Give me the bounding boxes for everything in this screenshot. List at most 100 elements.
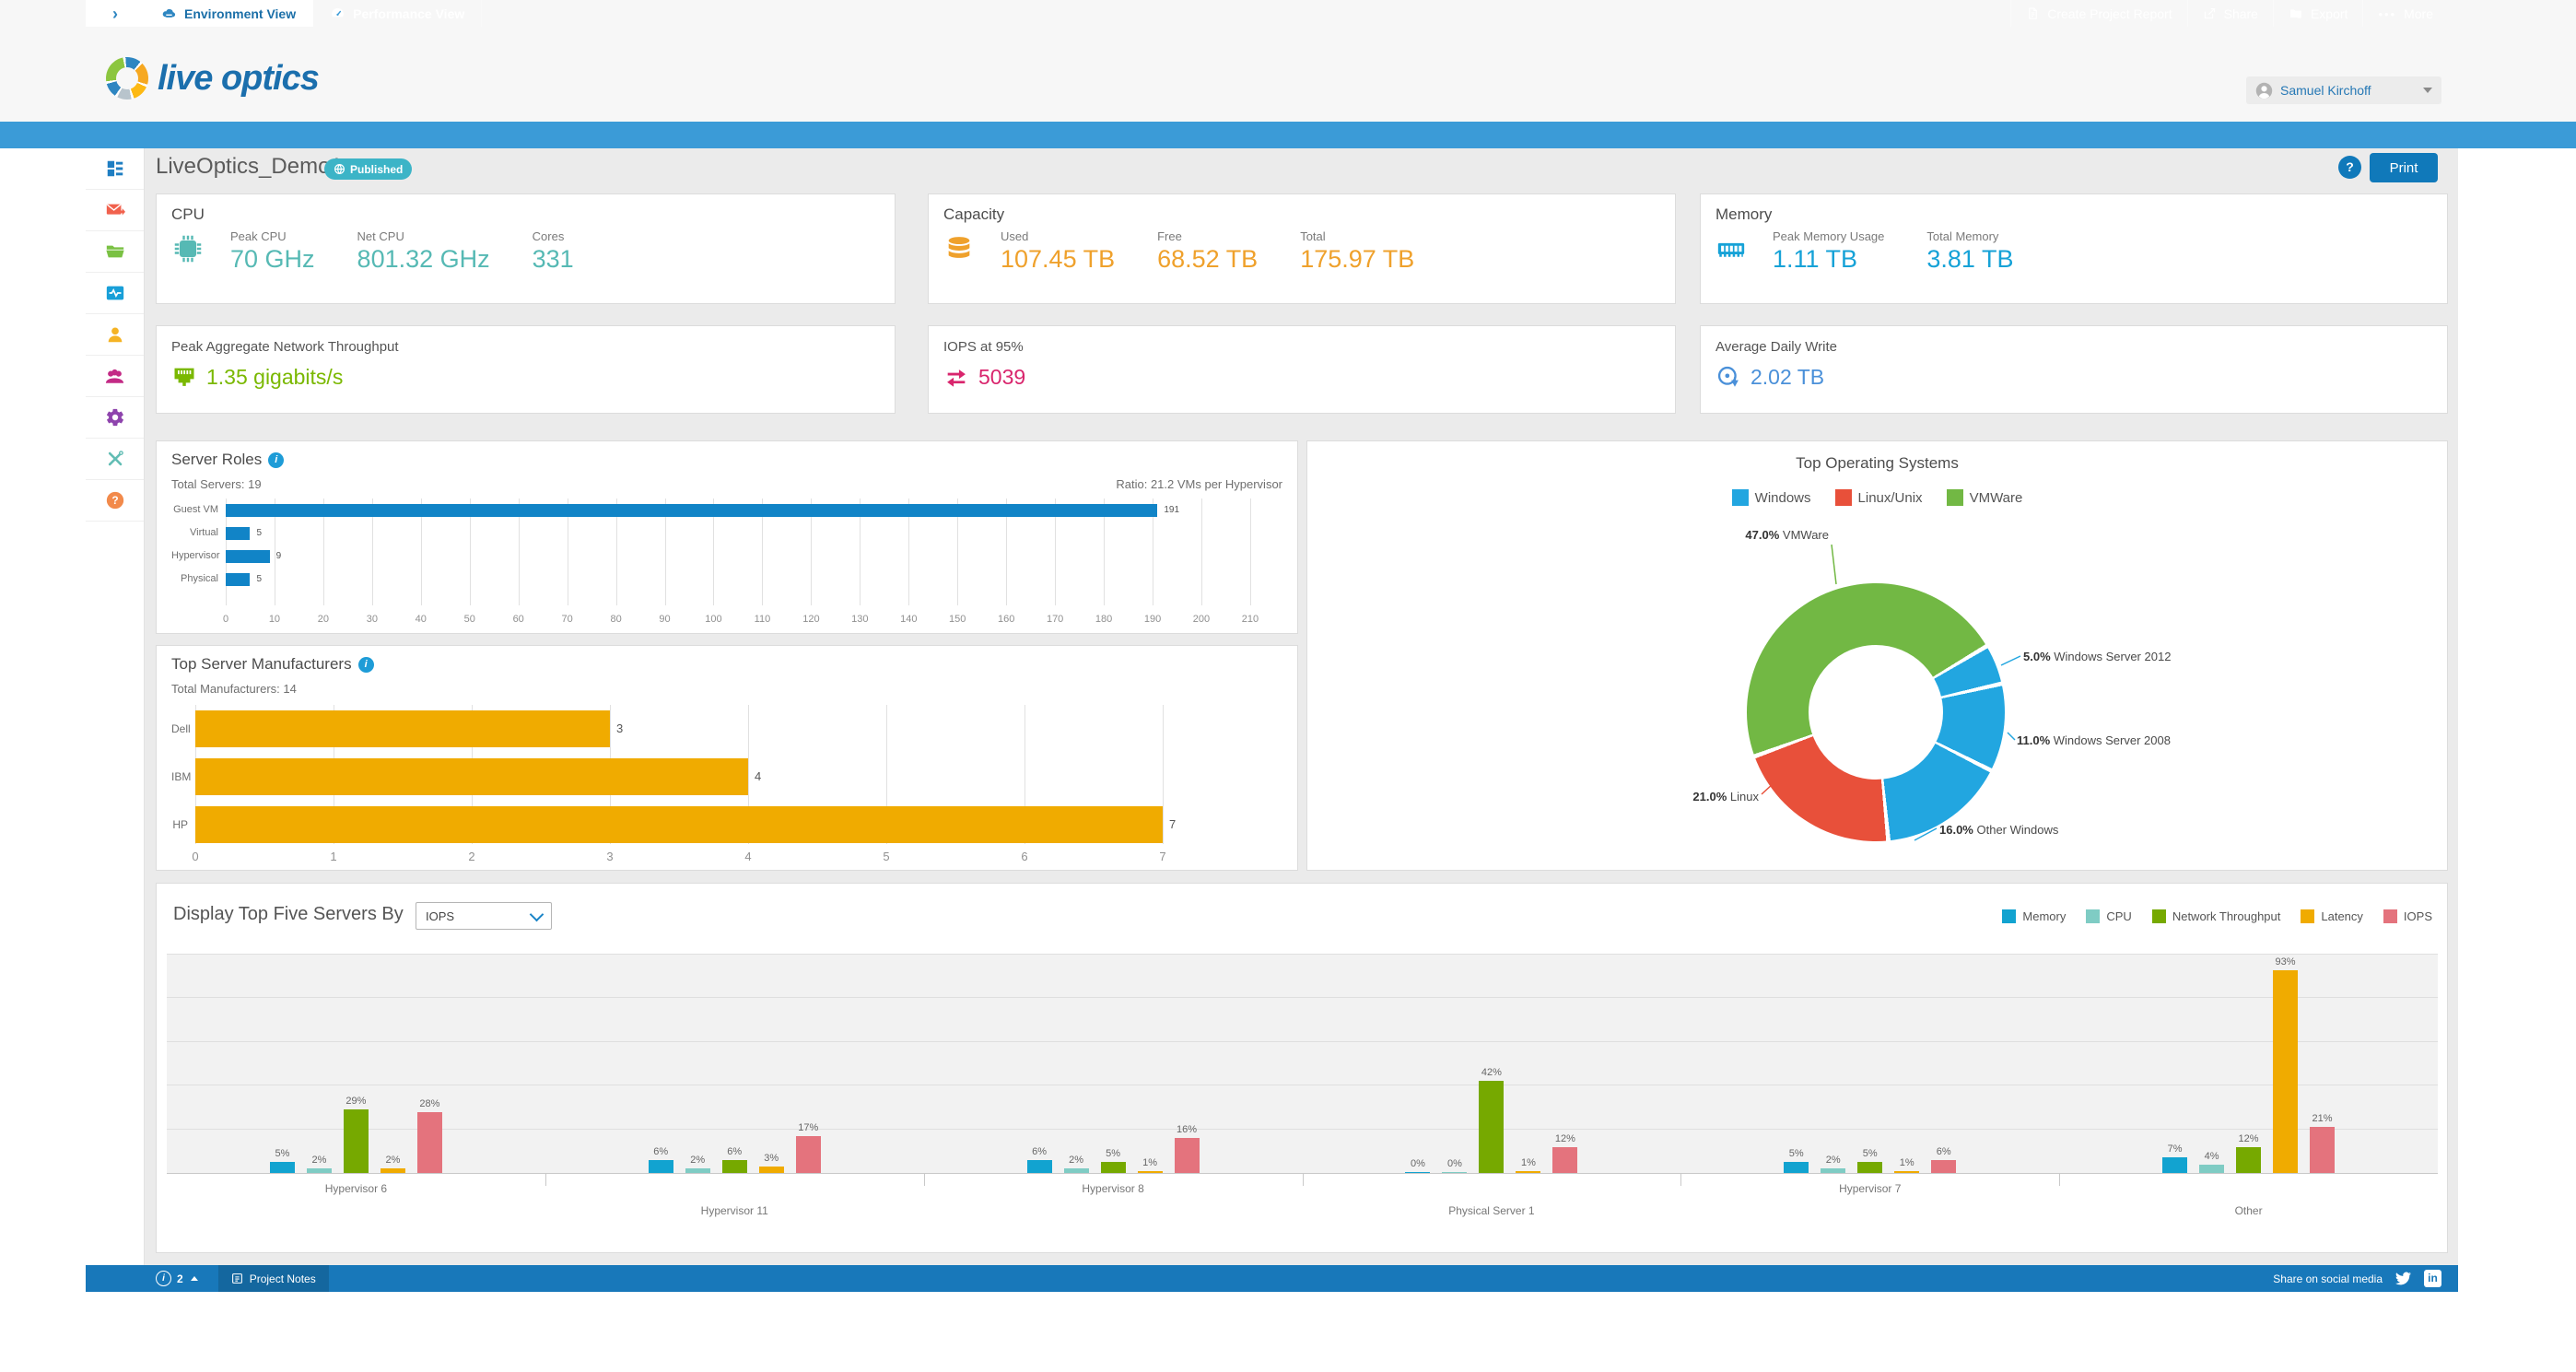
sidebar-collapse-button[interactable] (86, 0, 146, 27)
sidebar-item-performance[interactable] (86, 273, 144, 314)
report-icon (2026, 6, 2040, 20)
bar (1857, 1162, 1883, 1173)
legend-item-cpu[interactable]: CPU (2086, 909, 2132, 923)
legend-swatch (1834, 489, 1852, 506)
more-button[interactable]: More (2362, 0, 2448, 27)
gridline (1104, 498, 1106, 605)
info-icon[interactable] (357, 656, 374, 673)
status-badge-label: Published (350, 162, 404, 176)
share-button[interactable]: Share (2186, 0, 2273, 27)
metric-label: Free (1157, 229, 1182, 243)
category-label: Other (2234, 1204, 2263, 1217)
linkedin-icon[interactable] (2424, 1270, 2441, 1287)
bar-value-label: 2% (385, 1155, 401, 1167)
metric-peak-memory: Peak Memory Usage 1.11 TB (1773, 229, 1884, 274)
sidebar-item-user[interactable] (86, 314, 144, 356)
tab-environment-view[interactable]: Environment View (145, 0, 314, 27)
metric-value: 68.52 TB (1157, 245, 1259, 273)
metric-net-cpu: Net CPU 801.32 GHz (357, 229, 490, 274)
bar (1405, 1172, 1431, 1173)
bar-value-label: 6% (1032, 1145, 1048, 1157)
bar-value-label: 21% (2312, 1113, 2333, 1125)
metric-value: 3.81 TB (1926, 245, 2014, 273)
bar (795, 1135, 821, 1173)
gridline (713, 498, 715, 605)
bar (685, 1168, 710, 1173)
database-icon (943, 234, 975, 270)
export-button[interactable]: Export (2272, 0, 2362, 27)
ellipsis-icon (2378, 6, 2396, 21)
legend-item-latency[interactable]: Latency (2301, 909, 2363, 923)
server-roles-panel: Server Roles Total Servers: 19 Ratio: 21… (156, 440, 1298, 634)
bar-column: 5% (1784, 955, 1809, 1173)
bar-column: 21% (2310, 955, 2336, 1173)
top-five-select[interactable]: IOPS (416, 902, 552, 930)
bar-value-label: 3% (764, 1152, 779, 1164)
gauge-icon (330, 6, 345, 21)
sidebar-item-help[interactable]: ? (86, 480, 144, 522)
metric-label: Total Memory (1926, 229, 1999, 243)
capacity-card: Capacity Used 107.45 TB Free 68.52 TB To… (928, 193, 1676, 304)
sidebar-item-tools[interactable] (86, 439, 144, 480)
pie-slice-label: 11.0% Windows Server 2008 (2017, 733, 2171, 747)
gridline (371, 498, 373, 605)
notifications-toggle[interactable]: 2 (86, 1271, 198, 1286)
tab-performance-view[interactable]: Performance View (313, 0, 483, 27)
axis-tick-label: 50 (463, 614, 475, 625)
gridline (518, 498, 520, 605)
gridline (1249, 498, 1251, 605)
bar (416, 1111, 442, 1173)
twitter-icon[interactable] (2395, 1271, 2411, 1286)
sidebar-item-dashboard[interactable] (86, 148, 144, 190)
axis-tick-label: 1 (330, 850, 337, 863)
caret-up-icon (190, 1276, 198, 1281)
bar-group: 6% 2% 5% 1% 16% (924, 955, 1303, 1173)
action-label: Create Project Report (2047, 6, 2172, 21)
bar-column: 12% (2236, 955, 2262, 1173)
axis-tick-label: 120 (802, 614, 820, 625)
page-help-button[interactable] (2338, 156, 2361, 179)
metric-free: Free 68.52 TB (1157, 229, 1258, 274)
bar-column: 1% (1137, 955, 1163, 1173)
bar-column: 29% (343, 955, 369, 1173)
bar (269, 1162, 295, 1173)
brand-logo: live optics (106, 57, 320, 100)
category-label: Hypervisor 11 (700, 1204, 768, 1217)
bar-column: 16% (1174, 955, 1200, 1173)
sidebar-item-settings[interactable] (86, 397, 144, 439)
legend-swatch (1731, 489, 1749, 506)
sidebar-item-projects[interactable] (86, 231, 144, 273)
group-divider (2059, 1173, 2061, 1186)
gridline (420, 498, 422, 605)
project-notes-button[interactable]: Project Notes (217, 1265, 329, 1292)
legend-item-linux-unix[interactable]: Linux/Unix (1834, 489, 1923, 506)
metric-cores: Cores 331 (533, 229, 574, 274)
legend-item-iops[interactable]: IOPS (2383, 909, 2432, 923)
create-project-report-button[interactable]: Create Project Report (2010, 0, 2186, 27)
legend-item-network-throughput[interactable]: Network Throughput (2151, 909, 2280, 923)
bar (1026, 1159, 1052, 1173)
group-divider (923, 1173, 925, 1186)
print-button[interactable]: Print (2370, 153, 2438, 182)
operating-systems-donut (1747, 583, 2005, 841)
bar-column: 1% (1894, 955, 1920, 1173)
bar (343, 1109, 369, 1173)
legend-swatch (2383, 909, 2397, 923)
chart-title-text: Top Server Manufacturers (171, 655, 352, 673)
export-folder-icon (2289, 6, 2303, 21)
legend-item-vmware[interactable]: VMWare (1946, 489, 2022, 506)
legend-item-windows[interactable]: Windows (1731, 489, 1811, 506)
info-icon[interactable] (268, 451, 285, 468)
bar (1137, 1170, 1163, 1173)
legend-item-memory[interactable]: Memory (2002, 909, 2066, 923)
globe-icon (334, 163, 345, 175)
sidebar-item-mail[interactable] (86, 190, 144, 231)
server-roles-chart: 0 10 20 30 40 50 60 70 80 90 100 110 120 130 140 150 160… (171, 498, 1284, 626)
axis-tick-label: 0 (222, 614, 229, 625)
user-avatar-icon (2255, 82, 2273, 100)
sidebar-item-user-group[interactable] (86, 356, 144, 397)
bar-column: 5% (269, 955, 295, 1173)
pie-slice-label: 5.0% Windows Server 2012 (2023, 650, 2172, 663)
gridline (322, 498, 324, 605)
user-menu[interactable]: Samuel Kirchoff (2246, 76, 2441, 104)
